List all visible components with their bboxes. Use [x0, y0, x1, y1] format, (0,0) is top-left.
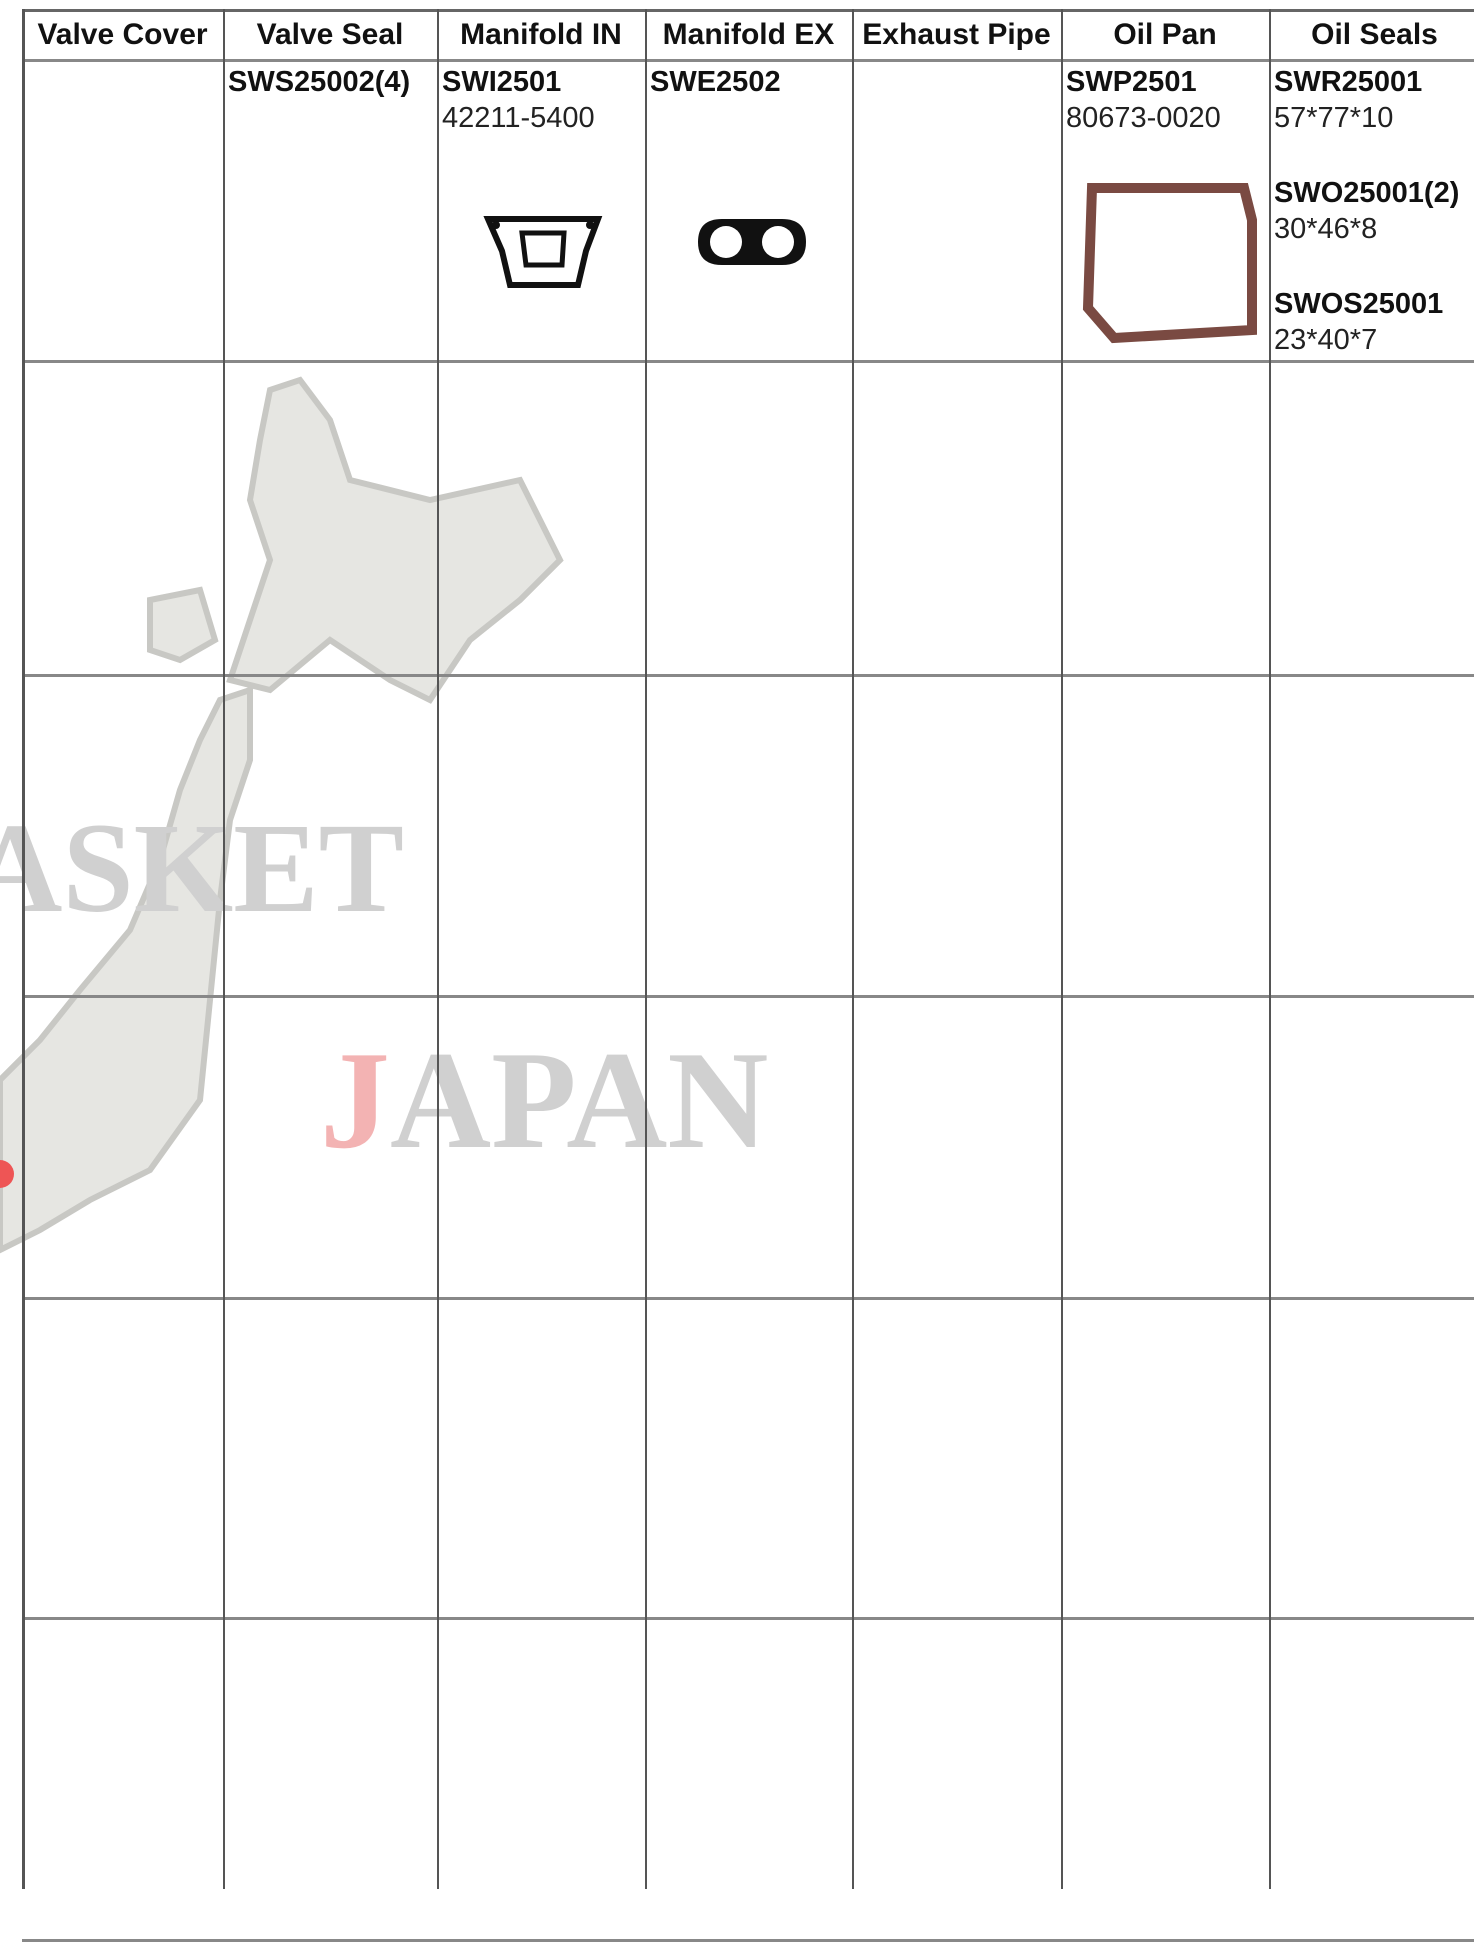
row-line [22, 360, 1474, 363]
japan-map [0, 376, 564, 1254]
column-header: Oil Pan [1113, 18, 1217, 51]
column-header: Valve Seal [256, 18, 404, 51]
map-watermark [0, 376, 564, 1254]
column-header: Valve Cover [37, 18, 208, 51]
gasket-icon [1082, 183, 1257, 344]
row-line [22, 674, 1474, 677]
part-spec: 42211-5400 [442, 102, 595, 134]
column-line [1269, 9, 1271, 1889]
page: ASKET JAPAN Valve Cover Valve Seal Manifol… [0, 9, 1474, 1942]
part-code: SWI2501 [442, 66, 562, 98]
column-line [223, 9, 225, 1889]
watermark-country: JAPAN [320, 1023, 769, 1178]
part-spec: 80673-0020 [1066, 102, 1221, 134]
row-line [22, 59, 1474, 62]
gasket-icon [483, 216, 603, 288]
part-code: SWR25001 [1274, 66, 1423, 98]
part-code: SWOS25001 [1274, 288, 1444, 320]
row-line [22, 1297, 1474, 1300]
column-header: Oil Seals [1311, 18, 1438, 51]
part-code: SWP2501 [1066, 66, 1197, 98]
column-header: Manifold IN [460, 18, 622, 51]
column-line [1061, 9, 1063, 1889]
gasket-icon [698, 219, 806, 265]
column-line [437, 9, 439, 1889]
column-line [852, 9, 854, 1889]
column-line [645, 9, 647, 1889]
part-spec: 30*46*8 [1274, 213, 1378, 245]
row-line [22, 1617, 1474, 1620]
part-code: SWE2502 [650, 66, 781, 98]
part-spec: 57*77*10 [1274, 102, 1394, 134]
watermark-brand: ASKET [0, 797, 404, 939]
column-line [22, 9, 25, 1889]
part-spec: 23*40*7 [1274, 324, 1378, 356]
part-code: SWS25002(4) [228, 66, 411, 98]
column-header: Manifold EX [662, 18, 835, 51]
border-line [22, 9, 1474, 12]
part-code: SWO25001(2) [1274, 177, 1460, 209]
red-dot [0, 1160, 14, 1188]
row-line [22, 995, 1474, 998]
column-header: Exhaust Pipe [862, 18, 1051, 51]
